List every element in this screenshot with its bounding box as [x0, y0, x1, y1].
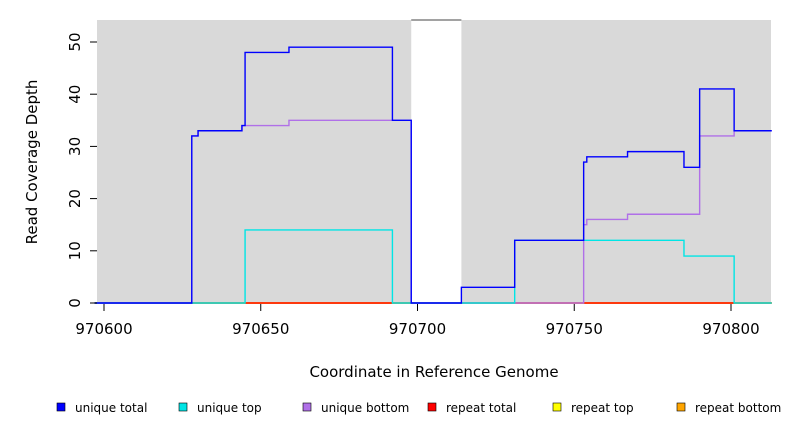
legend-label: unique top	[197, 401, 262, 415]
legend: unique total unique top unique bottom repea…	[56, 401, 781, 415]
legend-label: repeat top	[571, 401, 634, 415]
series-unique-total	[94, 46, 772, 304]
legend-swatch	[178, 402, 188, 412]
x-axis: 970600 970650 970700 970750 970800	[75, 304, 760, 338]
legend-swatch	[56, 402, 66, 412]
legend-swatch	[552, 402, 562, 412]
legend-label: unique total	[75, 401, 147, 415]
legend-label: unique bottom	[321, 401, 409, 415]
series-unique-top	[94, 229, 772, 304]
y-tick-label: 0	[66, 298, 84, 308]
y-tick-label: 40	[66, 85, 84, 104]
y-axis: 0 10 20 30 40 50	[66, 32, 97, 308]
legend-label: repeat bottom	[695, 401, 781, 415]
y-tick-label: 20	[66, 189, 84, 208]
coverage-gap	[411, 20, 462, 304]
series-layer	[94, 46, 772, 304]
x-tick-label: 970700	[389, 320, 446, 338]
x-axis-title: Coordinate in Reference Genome	[309, 363, 558, 381]
y-tick-label: 50	[66, 32, 84, 51]
y-tick-label: 30	[66, 137, 84, 156]
x-tick-label: 970650	[232, 320, 289, 338]
y-axis-title: Read Coverage Depth	[23, 80, 41, 245]
legend-label: repeat total	[446, 401, 516, 415]
legend-swatch	[302, 402, 312, 412]
y-tick-label: 10	[66, 241, 84, 260]
legend-swatch	[427, 402, 437, 412]
x-tick-label: 970750	[546, 320, 603, 338]
x-tick-label: 970600	[75, 320, 132, 338]
x-tick-label: 970800	[702, 320, 759, 338]
legend-swatch	[676, 402, 686, 412]
